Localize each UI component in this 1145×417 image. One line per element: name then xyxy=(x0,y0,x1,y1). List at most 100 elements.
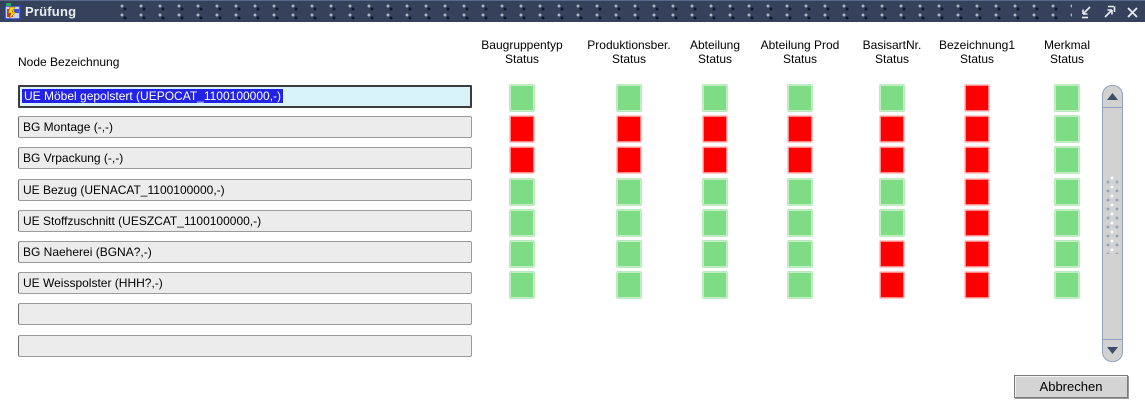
status-indicator-red xyxy=(702,146,728,174)
status-indicator-red xyxy=(616,146,642,174)
column-subtitle: Status xyxy=(874,52,910,66)
vertical-scrollbar[interactable] xyxy=(1102,85,1123,362)
node-field-empty[interactable] xyxy=(18,303,472,325)
minimize-icon[interactable] xyxy=(1077,3,1095,21)
node-label: BG Naeherei (BGNA?,-) xyxy=(23,245,152,259)
form-window-icon xyxy=(4,3,21,20)
node-field[interactable]: UE Stoffzuschnitt (UESZCAT_1100100000,-) xyxy=(18,210,472,232)
column-name: Bezeichnung1 xyxy=(938,38,1016,52)
node-field[interactable]: UE Möbel gepolstert (UEPOCAT_1100100000,… xyxy=(18,85,472,108)
status-indicator-green xyxy=(1054,271,1080,299)
status-indicator-green xyxy=(616,84,642,112)
status-column-header: Produktionsber. Status xyxy=(569,38,689,66)
status-indicator-red xyxy=(964,240,990,268)
status-indicator-red xyxy=(879,240,905,268)
node-label: BG Montage (-,-) xyxy=(23,120,114,134)
scrollbar-grip-texture[interactable] xyxy=(1106,176,1119,254)
cancel-button[interactable]: Abbrechen xyxy=(1014,375,1128,398)
status-indicator-red xyxy=(879,115,905,143)
node-column-label: Node Bezeichnung xyxy=(18,55,120,69)
status-indicator-green xyxy=(702,209,728,237)
column-subtitle: Status xyxy=(959,52,995,66)
node-field-empty[interactable] xyxy=(18,335,472,357)
status-column-header: Abteilung Status xyxy=(655,38,775,66)
title-bar[interactable]: Prüfung xyxy=(0,0,1145,22)
node-label: BG Vrpackung (-,-) xyxy=(23,151,124,165)
scroll-down-button[interactable] xyxy=(1103,339,1122,361)
status-indicator-red xyxy=(879,146,905,174)
status-indicator-green xyxy=(787,209,813,237)
node-label: UE Stoffzuschnitt (UESZCAT_1100100000,-) xyxy=(23,214,262,228)
column-subtitle: Status xyxy=(611,52,647,66)
status-indicator-red xyxy=(787,115,813,143)
column-subtitle: Status xyxy=(782,52,818,66)
status-indicator-green xyxy=(787,271,813,299)
status-indicator-red xyxy=(509,115,535,143)
column-name: BasisartNr. xyxy=(862,38,922,52)
status-indicator-green xyxy=(879,178,905,206)
window-title: Prüfung xyxy=(25,4,77,19)
status-indicator-green xyxy=(509,84,535,112)
column-name: Merkmal xyxy=(1043,38,1090,52)
scroll-up-button[interactable] xyxy=(1103,86,1122,108)
maximize-icon[interactable] xyxy=(1100,3,1118,21)
status-indicator-red xyxy=(616,115,642,143)
node-field[interactable]: UE Bezug (UENACAT_1100100000,-) xyxy=(18,179,472,201)
node-label: UE Möbel gepolstert (UEPOCAT_1100100000,… xyxy=(22,89,284,103)
status-indicator-green xyxy=(616,271,642,299)
status-indicator-green xyxy=(702,178,728,206)
status-indicator-green xyxy=(702,271,728,299)
status-indicator-red xyxy=(787,146,813,174)
status-indicator-red xyxy=(509,146,535,174)
status-indicator-red xyxy=(964,146,990,174)
column-subtitle: Status xyxy=(1049,52,1085,66)
titlebar-texture xyxy=(120,3,1072,21)
arrow-down-icon xyxy=(1107,347,1118,354)
status-indicator-red xyxy=(964,178,990,206)
node-field[interactable]: BG Montage (-,-) xyxy=(18,116,472,138)
status-column-header: Baugruppentyp Status xyxy=(462,38,582,66)
status-indicator-green xyxy=(702,240,728,268)
status-indicator-green xyxy=(509,178,535,206)
node-field[interactable]: UE Weisspolster (HHH?,-) xyxy=(18,272,472,294)
status-indicator-green xyxy=(509,209,535,237)
status-indicator-green xyxy=(1054,209,1080,237)
status-column-header: Abteilung Prod Status xyxy=(740,38,860,66)
column-name: Produktionsber. xyxy=(587,38,671,52)
status-indicator-green xyxy=(1054,146,1080,174)
status-indicator-green xyxy=(1054,115,1080,143)
node-label: UE Weisspolster (HHH?,-) xyxy=(23,276,163,290)
column-subtitle: Status xyxy=(504,52,540,66)
status-indicator-green xyxy=(787,84,813,112)
status-column-header: BasisartNr. Status xyxy=(832,38,952,66)
node-field[interactable]: BG Naeherei (BGNA?,-) xyxy=(18,241,472,263)
status-indicator-red xyxy=(964,115,990,143)
status-indicator-red xyxy=(702,115,728,143)
status-indicator-red xyxy=(879,271,905,299)
dialog-content: Node Bezeichnung Baugruppentyp Status Prod… xyxy=(0,22,1145,417)
window-controls xyxy=(1077,3,1141,21)
status-indicator-green xyxy=(702,84,728,112)
close-icon[interactable] xyxy=(1123,3,1141,21)
status-indicator-red xyxy=(964,271,990,299)
status-column-header: Bezeichnung1 Status xyxy=(917,38,1037,66)
arrow-up-icon xyxy=(1107,93,1118,100)
column-name: Abteilung Prod xyxy=(760,38,840,52)
status-indicator-green xyxy=(1054,84,1080,112)
status-indicator-green xyxy=(509,240,535,268)
status-indicator-green xyxy=(616,178,642,206)
column-subtitle: Status xyxy=(697,52,733,66)
status-column-header: Merkmal Status xyxy=(1007,38,1127,66)
node-label: UE Bezug (UENACAT_1100100000,-) xyxy=(23,183,225,197)
status-indicator-green xyxy=(1054,240,1080,268)
status-indicator-green xyxy=(879,209,905,237)
column-name: Baugruppentyp xyxy=(481,38,563,52)
status-indicator-green xyxy=(616,209,642,237)
status-indicator-red xyxy=(964,84,990,112)
status-indicator-green xyxy=(1054,178,1080,206)
status-indicator-green xyxy=(787,178,813,206)
node-field[interactable]: BG Vrpackung (-,-) xyxy=(18,147,472,169)
status-indicator-green xyxy=(879,84,905,112)
status-indicator-green xyxy=(509,271,535,299)
